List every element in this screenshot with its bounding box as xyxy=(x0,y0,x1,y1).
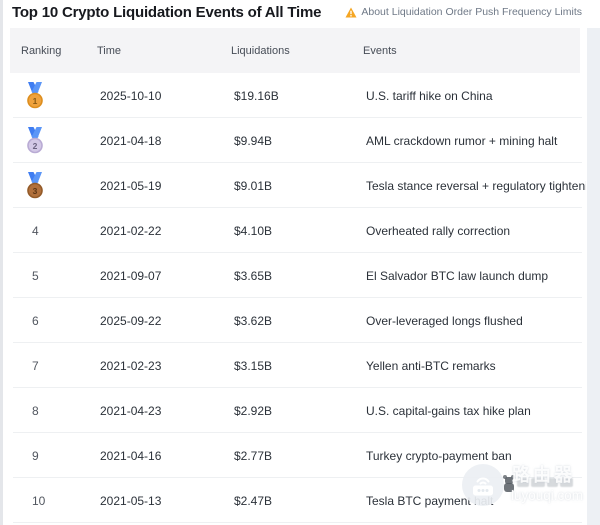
row-liquidations: $3.62B xyxy=(234,313,273,328)
row-event: El Salvador BTC law launch dump xyxy=(366,268,549,283)
row-event: Over-leveraged longs flushed xyxy=(366,313,523,328)
page-title: Top 10 Crypto Liquidation Events of All … xyxy=(12,4,322,21)
row-event: Overheated rally correction xyxy=(366,223,511,238)
page-left-gutter xyxy=(0,0,3,525)
table-row: 3 2021-05-19 $9.01B Tesla stance reversa… xyxy=(4,163,586,208)
row-rank: 8 xyxy=(32,403,39,418)
table-row: 9 2021-04-16 $2.77B Turkey crypto-paymen… xyxy=(4,433,586,478)
table-row: 8 2021-04-23 $2.92B U.S. capital-gains t… xyxy=(4,388,586,433)
table-row: 7 2021-02-23 $3.15B Yellen anti-BTC rema… xyxy=(4,343,586,388)
warning-triangle-icon xyxy=(345,7,357,18)
row-event: AML crackdown rumor + mining halt xyxy=(366,133,558,148)
column-header-liquidations: Liquidations xyxy=(231,44,290,57)
row-liquidations: $9.01B xyxy=(234,178,273,193)
row-event: Yellen anti-BTC remarks xyxy=(366,358,496,373)
gold-medal-icon: 1 xyxy=(27,82,43,109)
table-row: 10 2021-05-13 $2.47B Tesla BTC payment h… xyxy=(4,478,586,523)
row-time: 2025-09-22 xyxy=(100,313,162,328)
column-header-events: Events xyxy=(363,44,397,57)
row-time: 2021-02-22 xyxy=(100,223,162,238)
row-rank: 6 xyxy=(32,313,39,328)
table-row: 4 2021-02-22 $4.10B Overheated rally cor… xyxy=(4,208,586,253)
column-header-time: Time xyxy=(97,44,122,57)
row-rank: 4 xyxy=(32,223,39,238)
liquidation-limits-link[interactable]: About Liquidation Order Push Frequency L… xyxy=(345,6,582,18)
table-header-row: Ranking Time Liquidations Events xyxy=(10,28,580,73)
row-event: Tesla stance reversal + regulatory tight… xyxy=(366,178,586,193)
liquidation-limits-link-label: About Liquidation Order Push Frequency L… xyxy=(361,6,582,18)
row-liquidations: $2.77B xyxy=(234,448,273,463)
row-time: 2021-04-16 xyxy=(100,448,162,463)
row-rank: 5 xyxy=(32,268,39,283)
row-liquidations: $2.47B xyxy=(234,493,273,508)
table-row: 1 2025-10-10 $19.16B U.S. tariff hike on… xyxy=(4,73,586,118)
row-liquidations: $19.16B xyxy=(234,88,279,103)
row-liquidations: $3.15B xyxy=(234,358,273,373)
row-rank: 10 xyxy=(32,493,46,508)
row-time: 2021-04-23 xyxy=(100,403,162,418)
row-time: 2021-09-07 xyxy=(100,268,162,283)
row-event: U.S. tariff hike on China xyxy=(366,88,493,103)
title-bar: Top 10 Crypto Liquidation Events of All … xyxy=(3,0,587,28)
page-right-gutter xyxy=(587,28,600,525)
row-liquidations: $4.10B xyxy=(234,223,273,238)
table-row: 6 2025-09-22 $3.62B Over-leveraged longs… xyxy=(4,298,586,343)
table-row: 5 2021-09-07 $3.65B El Salvador BTC law … xyxy=(4,253,586,298)
table-row: 2 2021-04-18 $9.94B AML crackdown rumor … xyxy=(4,118,586,163)
row-liquidations: $9.94B xyxy=(234,133,273,148)
row-event: U.S. capital-gains tax hike plan xyxy=(366,403,531,418)
svg-text:1: 1 xyxy=(33,96,38,106)
svg-text:2: 2 xyxy=(33,141,38,151)
row-time: 2021-02-23 xyxy=(100,358,162,373)
row-time: 2021-05-19 xyxy=(100,178,162,193)
svg-text:3: 3 xyxy=(33,186,38,196)
silver-medal-icon: 2 xyxy=(27,127,43,154)
row-time: 2021-04-18 xyxy=(100,133,162,148)
bronze-medal-icon: 3 xyxy=(27,172,43,199)
row-rank: 9 xyxy=(32,448,39,463)
row-time: 2021-05-13 xyxy=(100,493,162,508)
row-liquidations: $2.92B xyxy=(234,403,273,418)
row-time: 2025-10-10 xyxy=(100,88,162,103)
row-rank: 7 xyxy=(32,358,39,373)
row-liquidations: $3.65B xyxy=(234,268,273,283)
row-event: Tesla BTC payment halt xyxy=(366,493,494,508)
row-event: Turkey crypto-payment ban xyxy=(366,448,512,463)
column-header-ranking: Ranking xyxy=(21,44,62,57)
liquidation-events-table: Ranking Time Liquidations Events 1 2025-… xyxy=(4,28,586,523)
